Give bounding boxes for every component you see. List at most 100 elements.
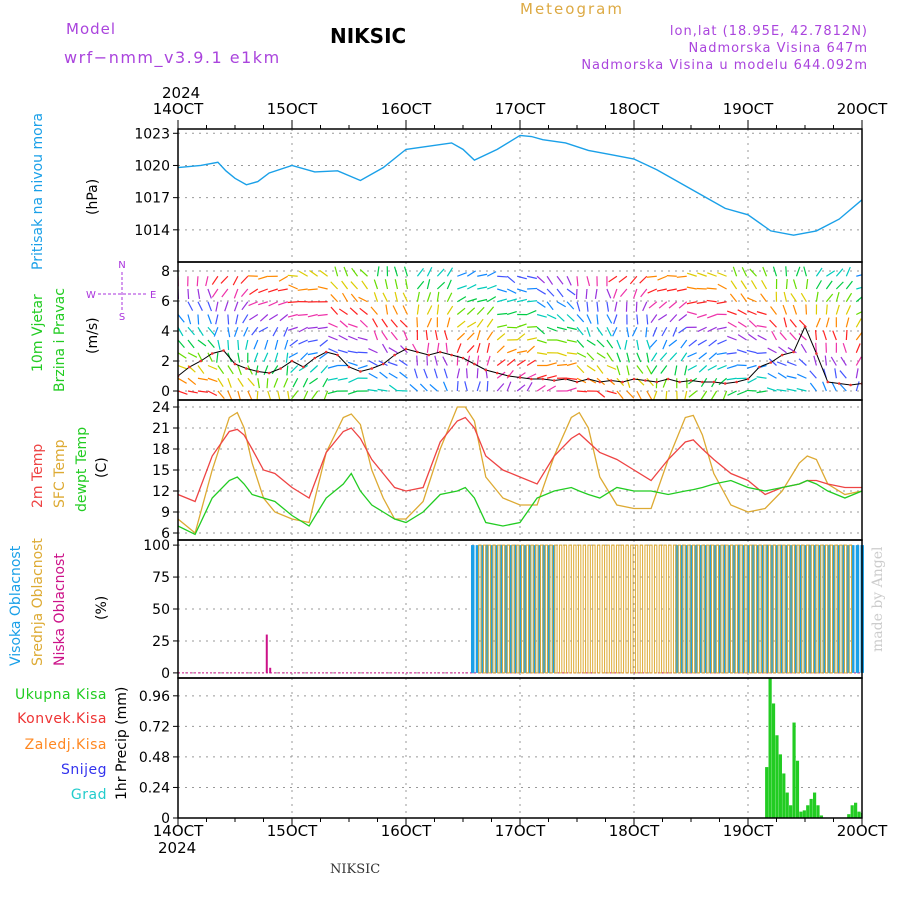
mid-cloud-bar xyxy=(639,544,644,674)
wind-arrow xyxy=(338,334,348,341)
wind-speed-point xyxy=(837,382,841,385)
wind-arrow xyxy=(373,292,379,302)
wind-arrow xyxy=(737,321,747,328)
wind-arrow xyxy=(825,293,834,303)
wind-arrow xyxy=(716,301,727,305)
wind-arrow xyxy=(626,365,630,376)
wind-arrow xyxy=(526,382,533,392)
wind-arrow xyxy=(726,377,737,381)
y-tick-label: 0.48 xyxy=(139,750,170,766)
wind-arrow xyxy=(178,352,187,359)
station-title: NIKSIC xyxy=(330,24,407,48)
high-cloud-bar xyxy=(846,545,850,673)
wind-arrow xyxy=(287,274,298,277)
wind-speed-point xyxy=(758,365,761,369)
wind-arrow xyxy=(708,352,718,360)
wind-arrow xyxy=(650,365,658,375)
mid-cloud-bar xyxy=(577,544,582,674)
wind-speed-point xyxy=(792,350,795,354)
wind-arrow xyxy=(830,356,837,366)
high-cloud-bar xyxy=(812,545,817,673)
wind-arrow xyxy=(497,312,508,316)
wind-arrow xyxy=(698,352,708,360)
wind-arrow xyxy=(323,390,329,400)
wind-arrow xyxy=(443,330,448,341)
wind-arrow xyxy=(790,293,797,303)
wind-arrow xyxy=(761,280,768,290)
wind-arrow xyxy=(783,317,788,328)
sfc-temp-axis-label: SFC Temp xyxy=(52,439,68,508)
wind-arrow xyxy=(606,326,612,337)
wind-arrow xyxy=(616,390,624,400)
wind-arrow xyxy=(839,383,847,392)
wind-arrow xyxy=(616,365,621,376)
low-cloud-axis-label: Niska Oblacnost xyxy=(52,553,68,666)
mid-cloud-bar xyxy=(725,544,729,674)
wind-arrow xyxy=(413,368,418,379)
pressure-line xyxy=(178,134,862,236)
wind-arrow xyxy=(566,339,577,343)
wind-arrow xyxy=(566,326,577,331)
wind-arrow xyxy=(586,314,592,324)
wind-speed-point xyxy=(541,377,545,381)
mid-cloud-bar xyxy=(592,544,596,674)
wind-speed-point xyxy=(393,353,396,357)
wind-unit-label: (m/s) xyxy=(85,317,101,354)
wind-arrow xyxy=(409,383,418,392)
wind-arrow xyxy=(446,305,454,315)
wind-arrow xyxy=(507,326,518,329)
wind-speed-point xyxy=(199,359,203,363)
wind-arrow xyxy=(798,358,807,366)
wind-speed-point xyxy=(370,367,374,370)
wind-arrow xyxy=(606,301,610,312)
wind-arrow xyxy=(416,291,420,302)
wind-arrow xyxy=(835,281,844,290)
mid-cloud-bar xyxy=(511,544,515,674)
wind-arrow xyxy=(506,348,517,354)
wind-arrow xyxy=(382,343,388,354)
wind-arrow xyxy=(566,387,577,392)
wind-arrow xyxy=(606,352,614,362)
wind-arrow xyxy=(390,319,398,328)
mid-cloud-bar xyxy=(482,544,487,674)
wind-arrow xyxy=(232,275,239,286)
wind-arrow xyxy=(614,301,618,312)
wind-arrow xyxy=(676,288,687,292)
precip-bar xyxy=(802,810,806,818)
mid-cloud-bar xyxy=(478,544,482,674)
wind-arrow xyxy=(536,374,547,379)
wind-arrow xyxy=(612,326,618,337)
wind-arrow xyxy=(381,318,388,328)
wind-arrow xyxy=(237,352,241,363)
wind-arrow xyxy=(476,306,485,315)
wind-arrow xyxy=(388,372,398,379)
wind-arrow xyxy=(696,313,707,319)
wind-arrow xyxy=(358,296,368,303)
wind-arrow xyxy=(376,266,380,277)
wind-arrow xyxy=(291,390,299,400)
wind-arrow xyxy=(237,365,242,376)
wind-arrow xyxy=(835,268,844,277)
wind-arrow xyxy=(697,326,707,333)
wind-arrow xyxy=(536,288,546,295)
wind-arrow xyxy=(211,288,219,298)
wind-arrow xyxy=(307,326,318,329)
wind-speed-point xyxy=(803,325,807,328)
wind-arrow xyxy=(726,364,737,370)
wind-arrow xyxy=(187,390,198,394)
wind-speed-point xyxy=(324,350,328,354)
wind-arrow xyxy=(556,288,564,298)
wind-arrow xyxy=(674,365,678,376)
wind-arrow xyxy=(300,352,309,361)
wind-arrow xyxy=(309,377,318,385)
precip-bar xyxy=(768,678,772,818)
wind-arrow xyxy=(668,301,678,309)
wind-arrow xyxy=(747,377,757,384)
wind-arrow xyxy=(809,382,817,392)
wind-arrow xyxy=(596,339,605,348)
wind-arrow xyxy=(387,361,398,367)
wind-arrow xyxy=(575,288,578,300)
wind-arrow xyxy=(477,298,488,303)
wind-arrow xyxy=(486,331,494,341)
mid-cloud-bar xyxy=(620,544,625,674)
